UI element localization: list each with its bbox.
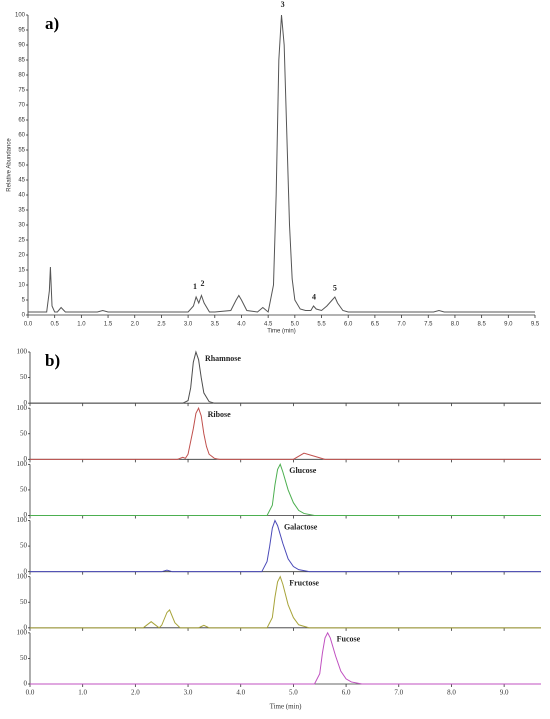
x-tick-label: 8.0 — [447, 689, 456, 697]
x-tick-label: 2.0 — [131, 322, 140, 328]
y-tick-label: 5 — [22, 298, 26, 304]
x-tick-label: 6.5 — [371, 322, 380, 328]
series-label: Fructose — [289, 578, 319, 587]
x-tick-label: 0.0 — [24, 322, 33, 328]
x-tick-label: 9.0 — [504, 322, 513, 328]
x-tick-label: 6.0 — [344, 322, 353, 328]
y-tick-label: 0 — [24, 455, 28, 463]
y-tick-label: 25 — [18, 238, 25, 244]
y-tick-label: 100 — [17, 460, 28, 468]
y-tick-label: 100 — [15, 13, 26, 19]
chromatogram-line — [30, 463, 541, 516]
peak-label: 5 — [333, 283, 337, 292]
x-tick-label: 0.0 — [26, 689, 35, 697]
y-tick-label: 10 — [18, 283, 25, 289]
y-tick-label: 85 — [18, 58, 25, 64]
x-tick-label: 3.0 — [184, 689, 193, 697]
x-tick-label: 3.0 — [184, 322, 193, 328]
y-tick-label: 90 — [18, 43, 25, 49]
peak-label: 2 — [201, 279, 205, 288]
chromatogram-line — [28, 14, 535, 313]
x-tick-label: 7.5 — [424, 322, 433, 328]
y-tick-label: 30 — [18, 223, 25, 229]
y-tick-label: 0 — [24, 680, 28, 688]
x-axis-label: Time (min) — [267, 329, 295, 335]
x-tick-label: 7.0 — [394, 689, 403, 697]
series-label: Fucose — [337, 635, 361, 644]
y-tick-label: 0 — [24, 623, 28, 631]
chromatogram-line — [30, 350, 541, 404]
y-tick-label: 45 — [18, 178, 25, 184]
x-tick-label: 2.5 — [157, 322, 166, 328]
x-tick-label: 5.0 — [289, 689, 298, 697]
series-label: Galactose — [284, 522, 318, 531]
series-label: Glucose — [289, 466, 317, 475]
y-tick-label: 0 — [24, 511, 28, 519]
x-tick-label: 1.0 — [78, 689, 87, 697]
x-tick-label: 4.0 — [237, 322, 246, 328]
y-tick-label: 50 — [20, 486, 28, 494]
y-tick-label: 65 — [18, 118, 25, 124]
y-tick-label: 70 — [18, 103, 25, 109]
peak-label: 4 — [312, 292, 316, 301]
y-tick-label: 15 — [18, 268, 25, 274]
x-axis-label: Time (min) — [270, 703, 302, 711]
x-tick-label: 5.5 — [317, 322, 326, 328]
series-label: Rhamnose — [205, 354, 241, 363]
y-tick-label: 50 — [20, 429, 28, 437]
y-tick-label: 100 — [17, 572, 28, 580]
x-tick-label: 8.5 — [477, 322, 486, 328]
peak-label: 3 — [281, 0, 285, 9]
x-tick-label: 7.0 — [397, 322, 406, 328]
y-tick-label: 0 — [24, 399, 28, 407]
y-tick-label: 75 — [18, 88, 25, 94]
x-tick-label: 5.0 — [291, 322, 300, 328]
y-tick-label: 0 — [24, 567, 28, 575]
y-tick-label: 100 — [17, 628, 28, 636]
y-tick-label: 40 — [18, 193, 25, 199]
y-tick-label: 80 — [18, 73, 25, 79]
y-tick-label: 100 — [17, 516, 28, 524]
y-tick-label: 20 — [18, 253, 25, 259]
y-tick-label: 50 — [20, 373, 28, 381]
chromatogram-line — [30, 575, 541, 629]
y-tick-label: 50 — [18, 163, 25, 169]
y-tick-label: 0 — [22, 313, 26, 319]
series-label: Ribose — [208, 410, 232, 419]
y-tick-label: 60 — [18, 133, 25, 139]
panel-label: a) — [45, 14, 59, 33]
x-tick-label: 4.0 — [236, 689, 245, 697]
y-tick-label: 95 — [18, 28, 25, 34]
x-tick-label: 1.5 — [104, 322, 113, 328]
x-tick-label: 3.5 — [211, 322, 220, 328]
y-tick-label: 55 — [18, 148, 25, 154]
panel-label: b) — [45, 351, 60, 370]
y-tick-label: 50 — [20, 542, 28, 550]
y-tick-label: 50 — [20, 598, 28, 606]
y-axis-label: Relative Abundance — [7, 138, 13, 192]
x-tick-label: 8.0 — [451, 322, 460, 328]
x-tick-label: 6.0 — [342, 689, 351, 697]
y-tick-label: 35 — [18, 208, 25, 214]
chromatogram-line — [30, 519, 541, 573]
x-tick-label: 4.5 — [264, 322, 273, 328]
x-tick-label: 2.0 — [131, 689, 140, 697]
y-tick-label: 100 — [17, 348, 28, 356]
chromatogram-line — [30, 631, 541, 685]
x-tick-label: 1.0 — [77, 322, 86, 328]
x-tick-label: 9.5 — [531, 322, 540, 328]
peak-label: 1 — [193, 282, 197, 291]
y-tick-label: 100 — [17, 404, 28, 412]
y-tick-label: 50 — [20, 654, 28, 662]
x-tick-label: 0.5 — [51, 322, 60, 328]
chromatogram-line — [30, 406, 541, 460]
x-tick-label: 9.0 — [500, 689, 509, 697]
